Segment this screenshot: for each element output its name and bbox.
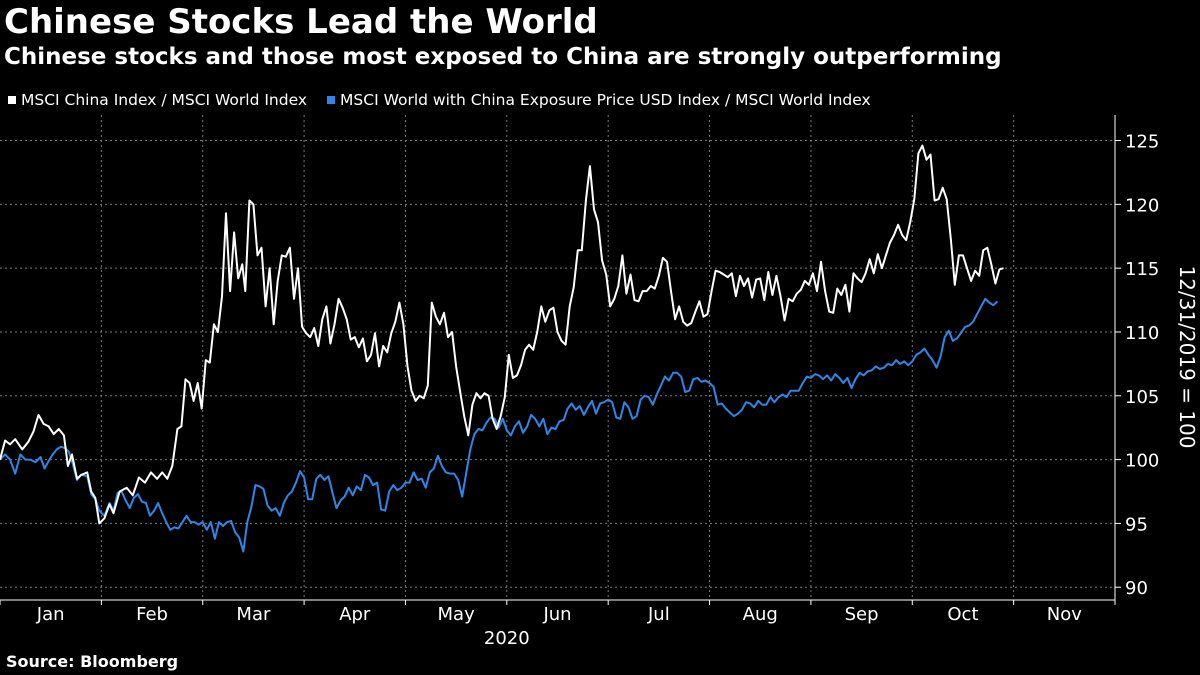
x-tick-label: Nov — [1047, 604, 1082, 625]
y-axis-label: 12/31/2019 = 100 — [1175, 266, 1199, 449]
axes: 90 95 100 105 110 115 120 125 Jan Feb Mar Apr May Jun… — [0, 115, 1159, 649]
x-tick-label: Jun — [542, 604, 571, 625]
y-tick-label: 115 — [1125, 259, 1159, 280]
y-tick-label: 90 — [1125, 578, 1148, 599]
y-tick-label: 105 — [1125, 387, 1159, 408]
x-tick-label: Jul — [647, 604, 670, 625]
grid-lines — [0, 115, 1116, 600]
legend-item-world-china-exposure: MSCI World with China Exposure Price USD… — [327, 91, 871, 109]
x-tick-label: Jan — [36, 604, 65, 625]
y-tick-label: 100 — [1125, 451, 1159, 472]
series-line-china — [0, 144, 1004, 525]
chart-subtitle: Chinese stocks and those most exposed to… — [4, 44, 1002, 70]
x-tick-label: Oct — [947, 604, 978, 625]
legend-swatch-world-china-exposure — [327, 96, 336, 104]
source-note: Source: Bloomberg — [6, 652, 179, 671]
y-tick-label: 110 — [1125, 323, 1159, 344]
x-year-label: 2020 — [484, 628, 530, 649]
chart-title: Chinese Stocks Lead the World — [4, 2, 598, 42]
series-lines — [0, 144, 1004, 553]
x-tick-label: May — [438, 604, 476, 625]
legend-item-china: MSCI China Index / MSCI World Index — [8, 91, 307, 109]
legend-label-china: MSCI China Index / MSCI World Index — [21, 91, 308, 109]
x-tick-label: Sep — [845, 604, 879, 625]
x-tick-label: Apr — [339, 604, 371, 625]
x-tick-label: Aug — [743, 604, 778, 625]
series-line-world-china-exposure — [0, 297, 999, 553]
legend-swatch-china — [8, 96, 16, 104]
x-tick-label: Mar — [236, 604, 271, 625]
y-tick-label: 120 — [1125, 195, 1159, 216]
y-tick-label: 125 — [1125, 132, 1159, 153]
chart-legend: MSCI China Index / MSCI World Index MSCI… — [8, 91, 891, 109]
y-tick-label: 95 — [1125, 514, 1148, 535]
x-tick-label: Feb — [136, 604, 168, 625]
legend-label-world-china-exposure: MSCI World with China Exposure Price USD… — [340, 91, 871, 109]
